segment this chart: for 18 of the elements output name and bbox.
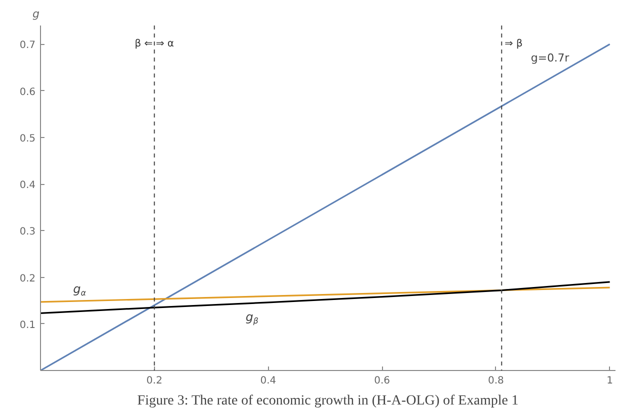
x-tick-label: 0.2: [146, 376, 162, 386]
series-label: g=0.7r: [530, 51, 570, 64]
y-tick-label: 0.1: [20, 320, 36, 331]
y-axis-title: g: [32, 8, 40, 20]
y-tick-label: 0.2: [20, 273, 36, 284]
x-tick-label: 1: [606, 376, 613, 386]
caption: Figure 3: The rate of economic growth in (H-A-OLG) of Example 1: [137, 394, 518, 408]
y-tick-label: 0.7: [20, 40, 36, 52]
x-tick-label: 0.6: [374, 376, 390, 386]
y-tick-label: 0.5: [20, 133, 36, 144]
x-tick-label: 0.4: [260, 376, 276, 386]
ref-line-label: β ⇐ ⇒ α: [134, 38, 174, 50]
x-tick-label: 0.8: [488, 376, 504, 386]
ref-line-label: ⇒ β: [504, 38, 523, 50]
y-tick-label: 0.3: [20, 226, 36, 238]
y-tick-label: 0.6: [20, 86, 36, 98]
y-tick-label: 0.4: [20, 180, 36, 192]
line-series: [40, 281, 611, 314]
